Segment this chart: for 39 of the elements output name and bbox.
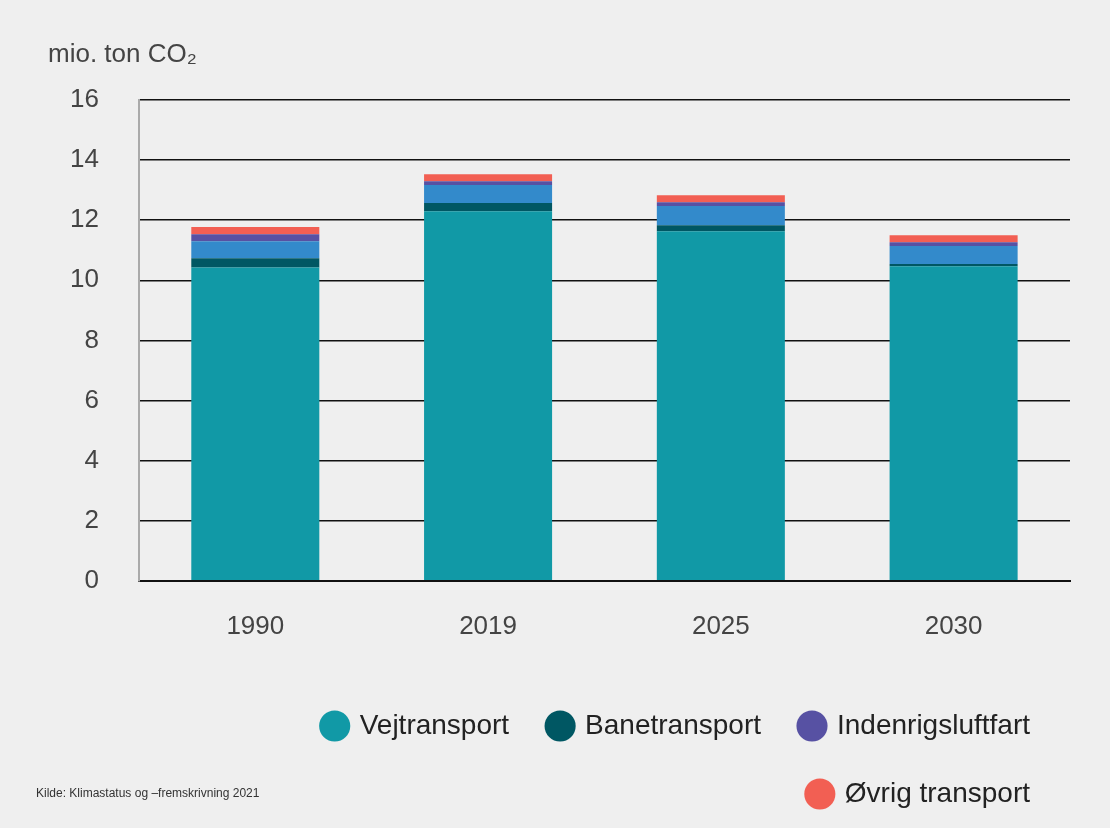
y-tick-label: 8 — [84, 323, 99, 354]
bar — [656, 231, 785, 581]
bar — [656, 202, 785, 207]
y-tick-label: 12 — [70, 203, 99, 234]
bar — [889, 264, 1018, 267]
bar — [191, 258, 320, 268]
bar — [424, 203, 553, 212]
bar — [424, 185, 553, 204]
y-tick-label: 0 — [84, 563, 99, 594]
bar — [424, 211, 553, 581]
bar — [656, 206, 785, 226]
x-tick-label: 2030 — [924, 609, 983, 640]
bar — [889, 235, 1018, 243]
y-tick-label: 2 — [84, 503, 99, 534]
y-tick-label: 14 — [70, 143, 99, 174]
bar — [191, 267, 320, 581]
bar — [889, 242, 1018, 247]
bar — [656, 195, 785, 203]
legend-label: Banetransport — [585, 708, 762, 740]
x-tick-label: 2025 — [691, 609, 750, 640]
y-tick-label: 6 — [84, 383, 99, 414]
bar — [191, 241, 320, 259]
bar — [191, 234, 320, 242]
legend-label: Indenrigsluftfart — [837, 708, 1031, 740]
y-tick-label: 10 — [70, 263, 99, 294]
bar — [424, 181, 553, 186]
y-axis-title: mio. ton CO₂ — [48, 38, 197, 69]
x-tick-label: 1990 — [226, 609, 285, 640]
x-tick-label: 2019 — [459, 609, 517, 640]
y-tick-label: 16 — [70, 83, 99, 114]
bar — [656, 225, 785, 232]
legend-label: Vejtransport — [359, 708, 510, 740]
text: Kilde: Klimastatus og –fremskrivning 2021 — [36, 786, 260, 800]
y-tick-label: 4 — [84, 443, 99, 474]
legend-label: Øvrig transport — [844, 776, 1031, 808]
bar — [191, 227, 320, 235]
bar — [889, 246, 1018, 265]
bar — [889, 266, 1018, 581]
bar — [424, 174, 553, 182]
